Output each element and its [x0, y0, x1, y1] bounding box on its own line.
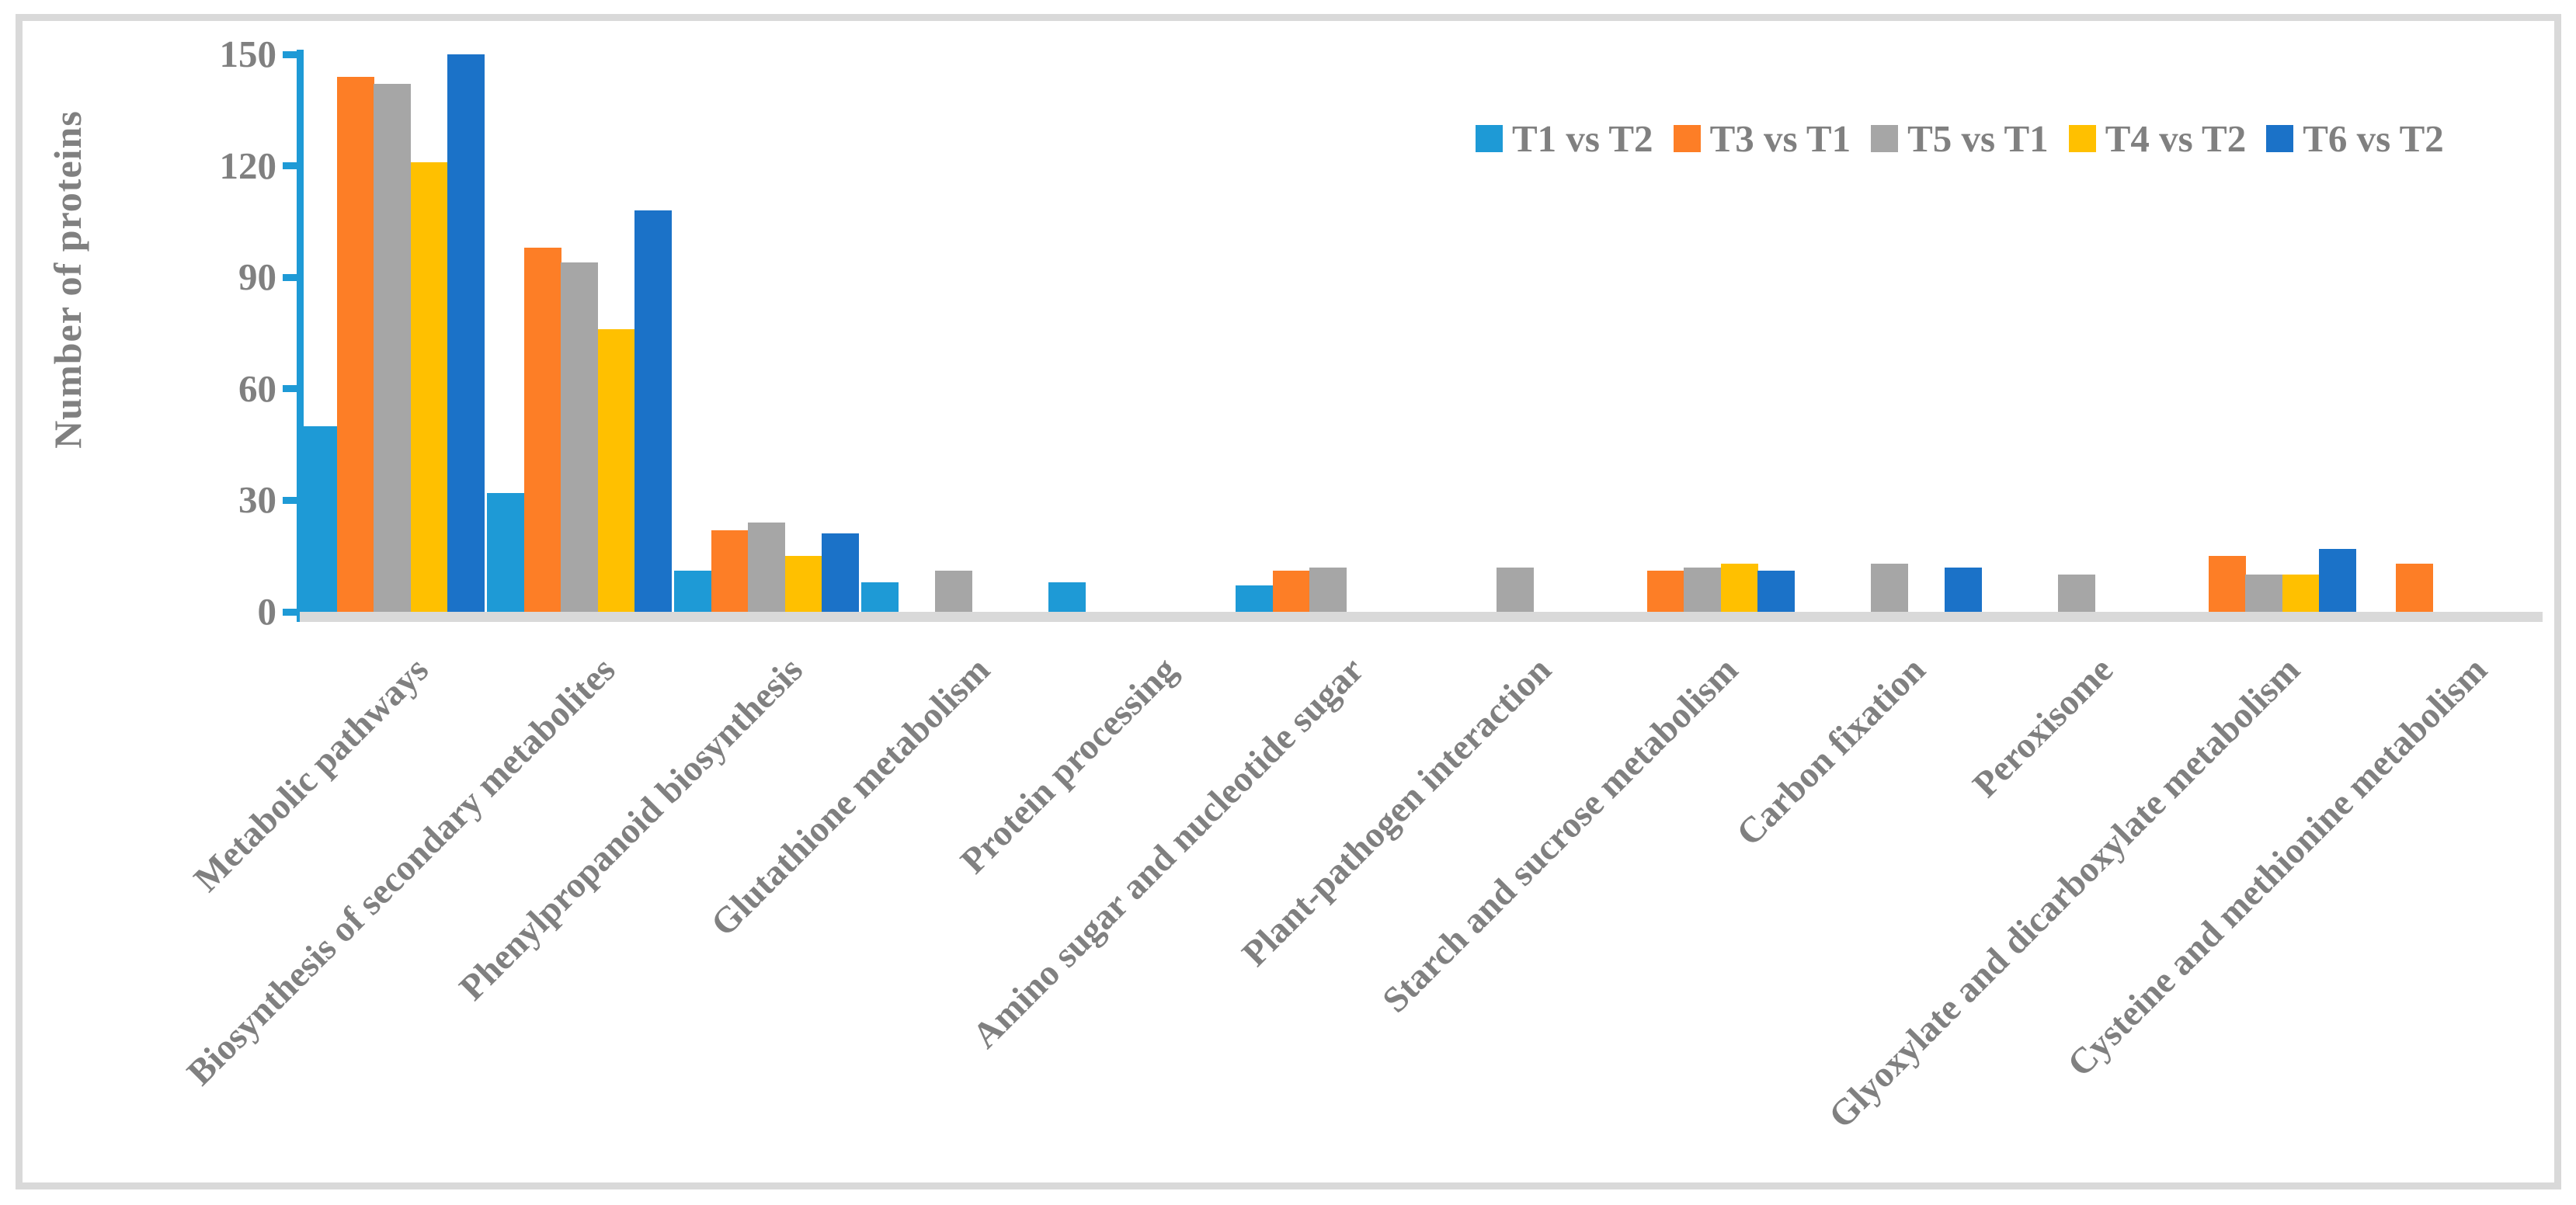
x-label-cysteine-and-methionine-metabolism: Cysteine and methionine metabolism: [2060, 649, 2495, 1085]
y-axis-line: [297, 50, 304, 622]
bar-T1vsT2-glutathione-metabolism: [861, 582, 899, 612]
bar-T4vsT2-phenylpropanoid-biosynthesis: [784, 556, 822, 612]
bar-T5vsT1-phenylpropanoid-biosynthesis: [748, 523, 785, 612]
bar-T5vsT1-amino-sugar-and-nucleotide-sugar: [1309, 567, 1347, 612]
bar-T6vsT2-glyoxylate-and-dicarboxylate-metabolism: [2319, 548, 2356, 612]
chart-legend: T1 vs T2 T3 vs T1 T5 vs T1 T4 vs T2 T6 vs T2: [1476, 116, 2444, 161]
x-label-phenylpropanoid-biosynthesis: Phenylpropanoid biosynthesis: [451, 649, 811, 1009]
bar-T5vsT1-peroxisome: [2058, 575, 2095, 612]
x-label-amino-sugar-and-nucleotide-sugar: Amino sugar and nucleotide sugar: [965, 649, 1372, 1057]
legend-item-T5vsT1: T5 vs T1: [1871, 116, 2049, 161]
bar-T6vsT2-metabolic-pathways: [447, 54, 485, 612]
bar-T5vsT1-biosynthesis-of-secondary-metabolites: [561, 262, 598, 612]
bar-T6vsT2-starch-and-sucrose-metabolism: [1757, 571, 1795, 612]
legend-swatch-icon: [1871, 125, 1899, 152]
bar-T1vsT2-phenylpropanoid-biosynthesis: [674, 571, 711, 612]
bar-T4vsT2-metabolic-pathways: [410, 161, 448, 612]
bar-T3vsT1-glyoxylate-and-dicarboxylate-metabolism: [2208, 556, 2246, 612]
x-label-biosynthesis-of-secondary-metabolites: Biosynthesis of secondary metabolites: [179, 649, 624, 1093]
bar-T6vsT2-carbon-fixation: [1945, 567, 1982, 612]
legend-label: T5 vs T1: [1907, 117, 2049, 160]
bar-T5vsT1-carbon-fixation: [1871, 563, 1908, 612]
bar-T4vsT2-biosynthesis-of-secondary-metabolites: [597, 329, 635, 612]
bar-T5vsT1-glutathione-metabolism: [935, 571, 972, 612]
x-label-plant-pathogen-interaction: Plant-pathogen interaction: [1234, 649, 1559, 974]
y-tick-label-60: 60: [238, 366, 276, 410]
bar-T5vsT1-plant-pathogen-interaction: [1497, 567, 1534, 612]
y-tick-mark-30: [283, 496, 297, 504]
bar-T3vsT1-metabolic-pathways: [336, 76, 374, 612]
legend-item-T6vsT2: T6 vs T2: [2266, 116, 2444, 161]
legend-label: T1 vs T2: [1512, 117, 1653, 160]
bar-T4vsT2-glyoxylate-and-dicarboxylate-metabolism: [2282, 575, 2320, 612]
y-tick-label-150: 150: [219, 33, 277, 75]
legend-label: T6 vs T2: [2303, 117, 2444, 160]
y-tick-mark-150: [283, 50, 297, 58]
bar-T6vsT2-biosynthesis-of-secondary-metabolites: [634, 210, 672, 612]
legend-swatch-icon: [2068, 125, 2096, 152]
y-tick-label-30: 30: [238, 478, 276, 522]
bar-T5vsT1-glyoxylate-and-dicarboxylate-metabolism: [2245, 575, 2282, 612]
legend-item-T3vsT1: T3 vs T1: [1673, 116, 1851, 161]
x-label-starch-and-sucrose-metabolism: Starch and sucrose metabolism: [1375, 649, 1747, 1021]
x-label-carbon-fixation: Carbon fixation: [1729, 649, 1934, 854]
y-tick-mark-90: [283, 273, 297, 281]
bar-T3vsT1-phenylpropanoid-biosynthesis: [711, 530, 749, 612]
bar-T1vsT2-biosynthesis-of-secondary-metabolites: [487, 492, 524, 612]
bar-T4vsT2-starch-and-sucrose-metabolism: [1720, 563, 1758, 612]
legend-swatch-icon: [2266, 125, 2294, 152]
y-tick-mark-0: [283, 608, 297, 616]
bar-T5vsT1-metabolic-pathways: [374, 84, 411, 612]
bar-T1vsT2-protein-processing: [1048, 582, 1086, 612]
bar-T3vsT1-starch-and-sucrose-metabolism: [1646, 571, 1684, 612]
bar-T1vsT2-amino-sugar-and-nucleotide-sugar: [1236, 585, 1273, 612]
bar-T3vsT1-cysteine-and-methionine-metabolism: [2395, 563, 2433, 612]
y-tick-label-120: 120: [219, 144, 277, 187]
y-tick-mark-120: [283, 162, 297, 170]
bar-T3vsT1-biosynthesis-of-secondary-metabolites: [523, 247, 561, 612]
legend-label: T3 vs T1: [1709, 117, 1851, 160]
legend-label: T4 vs T2: [2105, 117, 2247, 160]
bar-T5vsT1-starch-and-sucrose-metabolism: [1684, 567, 1721, 612]
bar-T1vsT2-metabolic-pathways: [300, 425, 337, 612]
legend-item-T4vsT2: T4 vs T2: [2068, 116, 2247, 161]
x-axis-baseline: [300, 612, 2543, 622]
y-tick-label-90: 90: [238, 255, 276, 299]
legend-item-T1vsT2: T1 vs T2: [1476, 116, 1653, 161]
bar-T3vsT1-amino-sugar-and-nucleotide-sugar: [1272, 571, 1310, 612]
legend-swatch-icon: [1673, 125, 1701, 152]
bar-T6vsT2-phenylpropanoid-biosynthesis: [822, 533, 859, 612]
y-tick-label-0: 0: [257, 590, 277, 633]
y-tick-mark-60: [283, 385, 297, 393]
x-label-peroxisome: Peroxisome: [1965, 649, 2121, 806]
y-axis-title: Number of proteins: [46, 110, 89, 449]
legend-swatch-icon: [1476, 125, 1503, 152]
